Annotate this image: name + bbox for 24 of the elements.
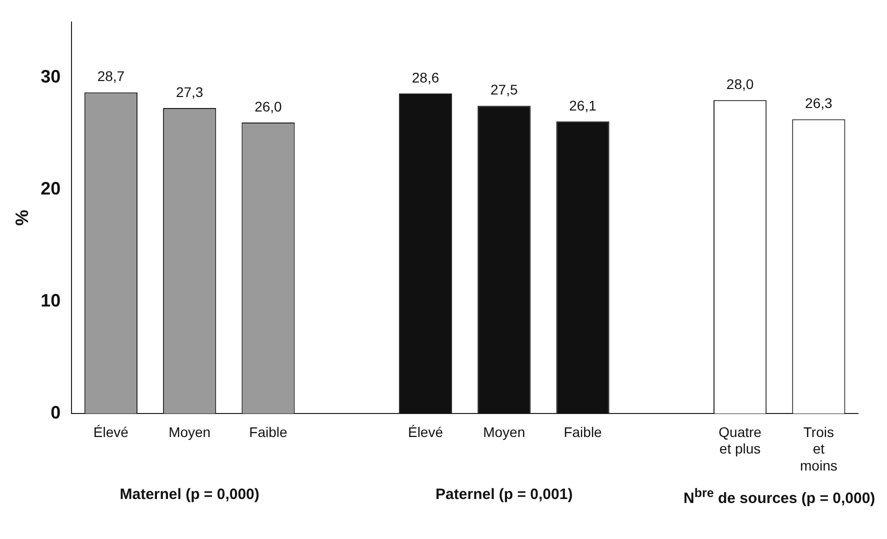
x-tick-label: Faible — [249, 424, 288, 440]
text: N$^{bre}$ de sources (p = 0,000) — [684, 486, 876, 507]
data-label: 26,3 — [805, 95, 833, 112]
y-tick-label: 10 — [40, 290, 61, 311]
y-axis-title: % — [12, 210, 32, 226]
data-label: 28,7 — [97, 68, 125, 84]
x-tick-label: Moyen — [168, 424, 211, 440]
data-label: 27,5 — [490, 82, 518, 98]
x-tick-label: Quatre et plus — [718, 424, 762, 457]
data-label: 26,1 — [569, 97, 597, 114]
data-label: 27,3 — [176, 84, 204, 100]
y-tick-label: 30 — [40, 66, 61, 87]
x-tick-label: Moyen — [483, 424, 526, 440]
x-tick-label: Faible — [564, 424, 602, 440]
text: Maternel (p = 0,000) — [120, 486, 260, 503]
data-label: 28,0 — [726, 76, 754, 92]
x-tick-label: Élevé — [93, 424, 129, 440]
x-tick-label: Trois et moins — [800, 424, 838, 474]
y-tick-label: 0 — [50, 402, 61, 423]
x-tick-label: Élevé — [408, 424, 444, 440]
y-tick-label: 20 — [40, 178, 61, 199]
data-label: 26,0 — [254, 98, 282, 114]
text: Paternel (p = 0,001) — [436, 486, 573, 503]
data-label: 28,6 — [412, 69, 440, 86]
